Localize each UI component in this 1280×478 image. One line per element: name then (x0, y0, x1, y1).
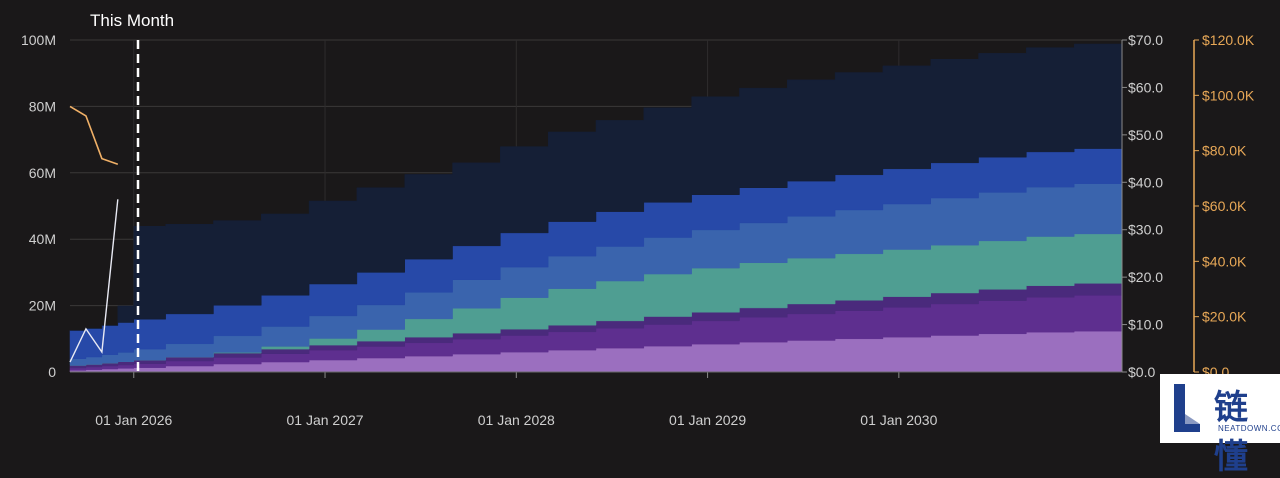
y-left-tick-label: 60M (29, 165, 56, 181)
vesting-chart: 0 20M 40M 60M 80M 100M 01 Jan 2026 01 Jan 2027 0… (21, 11, 1255, 428)
y-price-tick-label: $10.0 (1128, 317, 1163, 333)
logo-english-text: NEATDOWN.COM (1218, 424, 1280, 433)
y-price-tick-label: $0.0 (1128, 364, 1155, 380)
x-tick-label: 01 Jan 2026 (95, 412, 172, 428)
x-tick-label: 01 Jan 2027 (286, 412, 363, 428)
this-month-label: This Month (90, 11, 174, 30)
y-mcap-tick-label: $120.0K (1202, 32, 1255, 48)
y-left-tick-label: 0 (48, 364, 56, 380)
y-mcap-tick-label: $60.0K (1202, 198, 1247, 214)
y-price-tick-label: $40.0 (1128, 174, 1163, 190)
y-mcap-tick-label: $80.0K (1202, 143, 1247, 159)
y-left-tick-label: 20M (29, 298, 56, 314)
y-mcap-tick-label: $20.0K (1202, 309, 1247, 325)
y-price-tick-label: $20.0 (1128, 269, 1163, 285)
y-price-tick-label: $60.0 (1128, 79, 1163, 95)
y-price-tick-label: $30.0 (1128, 222, 1163, 238)
x-tick-label: 01 Jan 2030 (860, 412, 937, 428)
y-left-tick-label: 100M (21, 32, 56, 48)
x-tick-label: 01 Jan 2029 (669, 412, 746, 428)
overlay-lines (69, 105, 119, 363)
y-price-tick-label: $50.0 (1128, 127, 1163, 143)
y-price-tick-label: $70.0 (1128, 32, 1163, 48)
market-cap-line (69, 199, 119, 363)
x-tick-label: 01 Jan 2028 (478, 412, 555, 428)
price-line (69, 105, 119, 166)
watermark-logo: 链懂 NEATDOWN.COM (1160, 374, 1280, 477)
y-mcap-tick-label: $40.0K (1202, 253, 1247, 269)
logo-l-icon (1174, 384, 1200, 432)
y-left-tick-label: 80M (29, 98, 56, 114)
y-mcap-tick-label: $100.0K (1202, 87, 1255, 103)
stacked-areas (69, 40, 1123, 373)
y-left-tick-label: 40M (29, 231, 56, 247)
